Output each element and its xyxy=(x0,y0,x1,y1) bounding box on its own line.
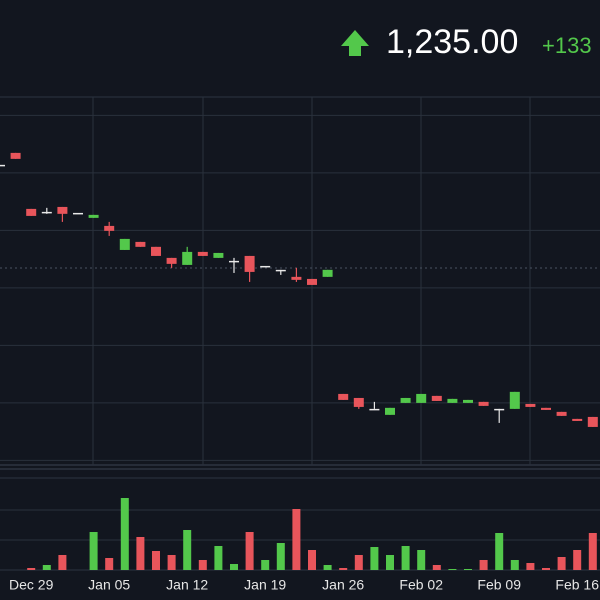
candle-body xyxy=(463,399,473,403)
volume-bar xyxy=(89,532,98,570)
volume-bar xyxy=(276,543,285,570)
volume-bar xyxy=(401,546,410,570)
candle-body xyxy=(88,214,99,218)
candle-body xyxy=(385,407,395,415)
candle-body xyxy=(338,393,349,400)
candle-body xyxy=(260,265,271,268)
candle-body xyxy=(73,212,83,215)
candle-body xyxy=(494,408,505,411)
candle-body xyxy=(57,206,68,214)
volume-bar xyxy=(510,560,519,570)
volume-bar xyxy=(370,547,379,570)
volume-bar xyxy=(323,565,332,570)
volume-bar xyxy=(354,555,363,570)
volume-bar xyxy=(448,569,457,570)
volume-bar xyxy=(308,550,316,570)
candle-body xyxy=(244,255,255,272)
volume-bar xyxy=(542,568,550,570)
volume-bar xyxy=(495,533,504,570)
volume-bar xyxy=(230,564,238,570)
candle-body xyxy=(353,397,364,407)
candle-body xyxy=(587,416,598,427)
volume-bar xyxy=(386,555,394,570)
candle-body xyxy=(291,276,302,280)
x-tick-label: Jan 26 xyxy=(322,577,364,593)
volume-bar xyxy=(58,555,67,570)
volume-bar xyxy=(464,569,472,570)
x-tick-label: Jan 05 xyxy=(88,577,130,593)
candle-body xyxy=(572,418,583,421)
candle-body xyxy=(275,269,286,272)
candle-body xyxy=(151,246,161,256)
candle-body xyxy=(104,225,115,231)
up-arrow xyxy=(341,30,369,56)
candle-body xyxy=(541,407,551,410)
vertical-grid xyxy=(92,97,531,465)
volume-bar xyxy=(588,533,597,570)
candle-body xyxy=(416,393,427,403)
volume-bar xyxy=(105,558,114,570)
x-tick-label: Jan 12 xyxy=(166,577,208,593)
candle-body xyxy=(26,208,37,216)
volume-bar xyxy=(183,530,192,570)
x-tick-label: Feb 09 xyxy=(477,577,521,593)
volume-bar xyxy=(261,560,270,570)
volume-bar xyxy=(573,550,582,570)
price: 1,235.00 xyxy=(386,23,518,61)
volume-bar xyxy=(557,557,566,570)
candle-body xyxy=(400,397,411,403)
candle-body xyxy=(0,164,5,167)
x-tick-label: Jan 19 xyxy=(244,577,286,593)
volume-bar xyxy=(136,537,145,570)
candle-body xyxy=(369,408,380,411)
volume-bar xyxy=(198,560,207,570)
candle-body xyxy=(431,395,442,401)
volume-bar xyxy=(339,568,348,570)
volume-bar xyxy=(417,550,426,570)
volume-bar xyxy=(479,560,488,570)
volume-bar xyxy=(292,509,301,570)
volume-bar xyxy=(152,551,160,570)
volume-bar xyxy=(42,565,51,570)
candle-body xyxy=(119,238,130,250)
candle-body xyxy=(509,391,520,409)
price-change: +133 xyxy=(542,33,592,58)
candle-body xyxy=(182,251,193,265)
candle-body xyxy=(213,252,224,258)
candle-body xyxy=(447,398,458,403)
volume-bar xyxy=(120,498,129,570)
volume-bar xyxy=(167,555,176,570)
volume-bar xyxy=(245,532,254,570)
candle-body xyxy=(478,401,489,406)
candle-body xyxy=(229,260,239,263)
candle-body xyxy=(322,269,333,277)
candle-body xyxy=(307,278,317,285)
candle-body xyxy=(197,251,208,256)
candle-body xyxy=(135,241,146,247)
candle-body xyxy=(41,211,52,214)
x-tick-label: Feb 02 xyxy=(399,577,443,593)
candle-body xyxy=(10,152,21,159)
volume-bar xyxy=(214,546,223,570)
x-tick-label: Dec 29 xyxy=(9,577,54,593)
candle-body xyxy=(556,411,567,416)
volume-bar xyxy=(526,563,535,570)
volume-bar xyxy=(432,565,441,570)
candle-body xyxy=(525,403,536,407)
x-tick-label: Feb 16 xyxy=(555,577,599,593)
candle-body xyxy=(166,257,177,264)
volume-bar xyxy=(27,568,36,570)
